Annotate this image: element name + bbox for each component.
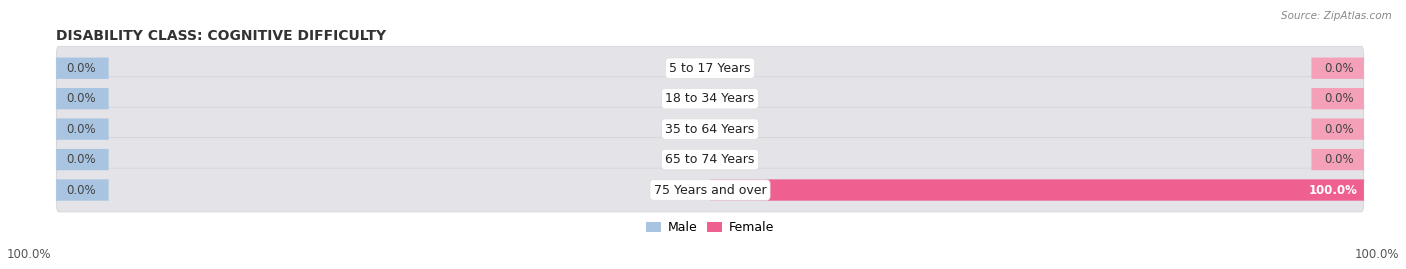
FancyBboxPatch shape — [710, 179, 1364, 201]
Text: 0.0%: 0.0% — [66, 183, 96, 197]
Text: 0.0%: 0.0% — [66, 123, 96, 136]
FancyBboxPatch shape — [56, 138, 1364, 182]
Text: DISABILITY CLASS: COGNITIVE DIFFICULTY: DISABILITY CLASS: COGNITIVE DIFFICULTY — [56, 29, 387, 43]
FancyBboxPatch shape — [1312, 118, 1364, 140]
FancyBboxPatch shape — [56, 107, 1364, 151]
Text: 18 to 34 Years: 18 to 34 Years — [665, 92, 755, 105]
Text: 5 to 17 Years: 5 to 17 Years — [669, 62, 751, 75]
Text: 75 Years and over: 75 Years and over — [654, 183, 766, 197]
Text: Source: ZipAtlas.com: Source: ZipAtlas.com — [1281, 11, 1392, 21]
Text: 0.0%: 0.0% — [1324, 62, 1354, 75]
FancyBboxPatch shape — [56, 58, 108, 79]
Text: 0.0%: 0.0% — [1324, 153, 1354, 166]
Text: 65 to 74 Years: 65 to 74 Years — [665, 153, 755, 166]
FancyBboxPatch shape — [56, 179, 108, 201]
FancyBboxPatch shape — [56, 88, 108, 109]
Text: 0.0%: 0.0% — [1324, 123, 1354, 136]
Text: 100.0%: 100.0% — [1309, 183, 1357, 197]
FancyBboxPatch shape — [1312, 58, 1364, 79]
Legend: Male, Female: Male, Female — [641, 216, 779, 239]
Text: 0.0%: 0.0% — [66, 92, 96, 105]
Text: 0.0%: 0.0% — [66, 62, 96, 75]
FancyBboxPatch shape — [56, 149, 108, 170]
Text: 0.0%: 0.0% — [66, 153, 96, 166]
FancyBboxPatch shape — [56, 46, 1364, 90]
FancyBboxPatch shape — [56, 168, 1364, 212]
FancyBboxPatch shape — [1312, 149, 1364, 170]
Text: 35 to 64 Years: 35 to 64 Years — [665, 123, 755, 136]
Text: 0.0%: 0.0% — [1324, 92, 1354, 105]
FancyBboxPatch shape — [56, 118, 108, 140]
Text: 100.0%: 100.0% — [7, 248, 52, 261]
FancyBboxPatch shape — [1312, 88, 1364, 109]
FancyBboxPatch shape — [56, 77, 1364, 121]
Text: 100.0%: 100.0% — [1354, 248, 1399, 261]
